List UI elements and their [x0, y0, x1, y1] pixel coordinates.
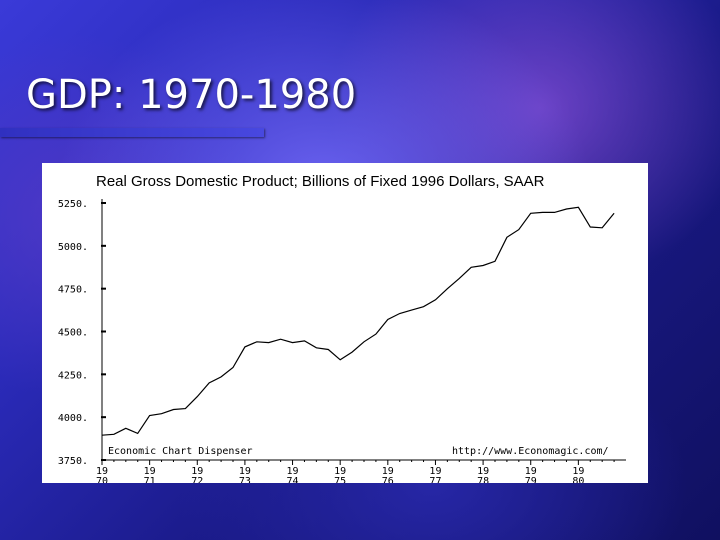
x-tick-label-top: 19	[429, 466, 441, 477]
x-tick-label-bottom: 70	[96, 476, 108, 483]
y-tick-label: 4000.	[58, 413, 88, 424]
chart-title: Real Gross Domestic Product; Billions of…	[96, 173, 545, 190]
y-tick-label: 5000.	[58, 242, 88, 253]
y-tick-label: 4500.	[58, 328, 88, 339]
watermark-right: http://www.Economagic.com/	[452, 446, 609, 457]
y-tick-label: 5250.	[58, 199, 88, 210]
x-tick-label-bottom: 78	[477, 476, 489, 483]
y-tick-label: 3750.	[58, 456, 88, 467]
x-tick-label-top: 19	[144, 466, 156, 477]
slide-title: GDP: 1970-1980	[26, 72, 357, 118]
x-tick-label-bottom: 79	[525, 476, 537, 483]
x-tick-label-top: 19	[382, 466, 394, 477]
title-underline	[0, 128, 264, 137]
x-tick-label-top: 19	[334, 466, 346, 477]
chart-panel: Real Gross Domestic Product; Billions of…	[42, 163, 648, 483]
tick-labels: 3750.4000.4250.4500.4750.5000.5250.19701…	[58, 199, 584, 483]
gdp-series-line	[101, 206, 615, 436]
y-tick-label: 4750.	[58, 285, 88, 296]
x-tick-label-bottom: 74	[287, 476, 299, 483]
series	[101, 206, 615, 436]
y-tick-label: 4250.	[58, 370, 88, 381]
x-tick-label-top: 19	[572, 466, 584, 477]
gdp-line-chart: Real Gross Domestic Product; Billions of…	[58, 173, 626, 483]
x-tick-label-bottom: 77	[429, 476, 441, 483]
x-tick-label-bottom: 73	[239, 476, 251, 483]
x-tick-label-top: 19	[191, 466, 203, 477]
x-tick-label-top: 19	[96, 466, 108, 477]
x-tick-label-top: 19	[287, 466, 299, 477]
x-tick-label-bottom: 71	[144, 476, 156, 483]
x-tick-label-bottom: 72	[191, 476, 203, 483]
x-tick-label-bottom: 75	[334, 476, 346, 483]
x-tick-label-bottom: 80	[572, 476, 584, 483]
watermark-left: Economic Chart Dispenser	[108, 446, 253, 457]
x-tick-label-top: 19	[477, 466, 489, 477]
x-tick-label-top: 19	[525, 466, 537, 477]
axes	[101, 199, 626, 465]
x-tick-label-bottom: 76	[382, 476, 394, 483]
x-tick-label-top: 19	[239, 466, 251, 477]
